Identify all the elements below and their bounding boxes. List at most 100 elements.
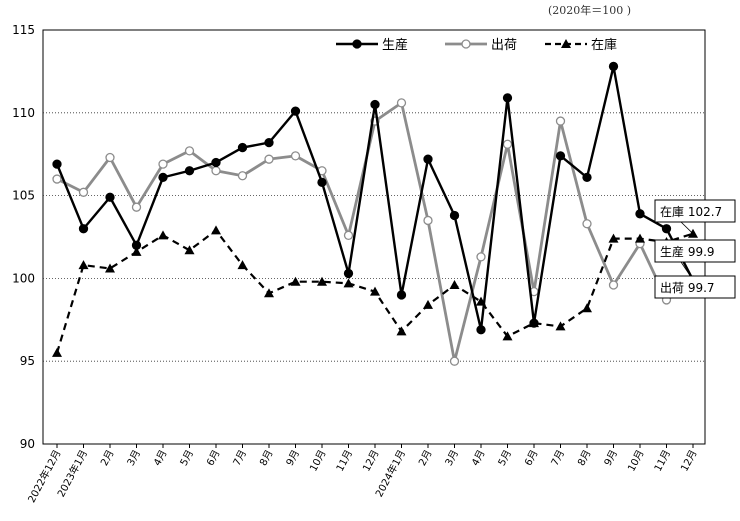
x-tick-label: 7月 xyxy=(231,448,249,468)
data-point-在庫 xyxy=(105,263,115,273)
data-point-在庫 xyxy=(211,225,221,235)
data-point-生産 xyxy=(449,210,460,221)
data-point-生産 xyxy=(317,177,327,188)
data-point-在庫 xyxy=(370,286,380,296)
y-tick-label: 115 xyxy=(12,23,35,37)
x-tick-label: 3月 xyxy=(125,448,143,468)
data-point-在庫 xyxy=(555,321,566,331)
annotation-leader xyxy=(680,221,694,234)
x-tick-label: 2022年12月 xyxy=(25,447,64,504)
plot-area xyxy=(42,29,706,445)
data-point-出荷 xyxy=(343,230,354,240)
y-tick-label: 110 xyxy=(12,106,35,120)
data-point-出荷 xyxy=(158,159,168,169)
x-tick-label: 6月 xyxy=(204,448,222,468)
data-point-在庫 xyxy=(343,278,354,288)
x-tick-label: 11月 xyxy=(652,448,673,474)
data-point-生産 xyxy=(423,154,433,164)
data-point-在庫 xyxy=(608,233,619,243)
data-point-在庫 xyxy=(582,303,592,313)
x-tick-label: 5月 xyxy=(178,448,196,468)
data-point-出荷 xyxy=(264,154,274,164)
data-point-生産 xyxy=(370,99,380,110)
y-tick-label: 105 xyxy=(12,189,35,203)
data-point-生産 xyxy=(661,224,672,234)
y-tick-label: 100 xyxy=(12,271,35,285)
annotation-box xyxy=(654,275,736,299)
legend-label-出荷: 出荷 xyxy=(491,38,517,53)
data-point-在庫 xyxy=(264,288,274,298)
x-tick-label: 9月 xyxy=(602,448,620,468)
x-tick-label: 5月 xyxy=(496,448,514,468)
data-point-生産 xyxy=(343,268,354,279)
data-point-在庫 xyxy=(158,230,168,240)
data-point-生産 xyxy=(635,209,645,219)
x-tick-label: 2月 xyxy=(98,448,116,468)
annotation-label: 出荷 99.7 xyxy=(660,281,715,295)
x-tick-label: 4月 xyxy=(469,448,487,468)
data-point-生産 xyxy=(476,325,486,335)
x-tick-label: 12月 xyxy=(678,448,699,474)
data-point-生産 xyxy=(78,224,89,234)
data-point-在庫 xyxy=(131,246,142,256)
data-point-在庫 xyxy=(290,276,301,286)
data-point-在庫 xyxy=(396,326,407,336)
legend-marker-出荷 xyxy=(461,39,471,49)
data-point-在庫 xyxy=(635,233,645,243)
legend-label-在庫: 在庫 xyxy=(591,38,617,53)
x-tick-label: 4月 xyxy=(151,448,169,468)
x-tick-label: 2月 xyxy=(416,448,434,468)
data-point-在庫 xyxy=(476,296,486,306)
data-point-生産 xyxy=(158,172,168,183)
x-tick-label: 8月 xyxy=(575,448,593,468)
data-point-生産 xyxy=(582,172,592,183)
x-tick-label: 9月 xyxy=(284,448,302,468)
data-point-在庫 xyxy=(423,299,433,309)
data-point-出荷 xyxy=(476,252,486,262)
data-point-生産 xyxy=(608,61,619,72)
x-tick-label: 6月 xyxy=(522,448,540,468)
data-point-在庫 xyxy=(502,331,513,341)
data-point-在庫 xyxy=(78,260,89,270)
annotation-label: 生産 99.9 xyxy=(660,244,715,259)
data-point-生産 xyxy=(264,137,274,148)
y-tick-label: 90 xyxy=(20,437,35,451)
x-tick-label: 8月 xyxy=(257,448,275,468)
annotation-label: 在庫 102.7 xyxy=(660,205,722,219)
data-point-出荷 xyxy=(608,280,619,290)
data-point-在庫 xyxy=(529,318,539,328)
x-tick-label: 3月 xyxy=(443,448,461,468)
data-point-出荷 xyxy=(131,202,142,212)
data-point-出荷 xyxy=(555,116,566,126)
data-point-生産 xyxy=(396,290,407,300)
data-point-出荷 xyxy=(105,152,115,163)
data-point-生産 xyxy=(184,166,195,176)
data-point-在庫 xyxy=(317,276,327,286)
data-point-出荷 xyxy=(211,166,221,176)
data-point-出荷 xyxy=(396,98,407,108)
data-point-在庫 xyxy=(52,347,62,357)
data-point-在庫 xyxy=(184,245,195,255)
data-point-生産 xyxy=(237,142,248,153)
x-tick-label: 10月 xyxy=(625,448,646,474)
data-point-出荷 xyxy=(502,139,513,149)
data-point-出荷 xyxy=(78,187,89,197)
data-point-出荷 xyxy=(237,171,248,181)
y-tick-label: 95 xyxy=(20,354,35,368)
legend-marker-生産 xyxy=(352,39,362,49)
data-point-生産 xyxy=(290,106,301,116)
data-point-出荷 xyxy=(423,215,433,226)
data-point-生産 xyxy=(555,151,566,161)
data-point-在庫 xyxy=(449,280,460,290)
data-point-生産 xyxy=(52,159,62,169)
x-tick-label: 11月 xyxy=(334,448,355,474)
data-point-在庫 xyxy=(237,260,248,270)
annotation-box xyxy=(654,199,736,223)
x-tick-label: 10月 xyxy=(307,448,328,474)
annotation-box xyxy=(654,239,736,263)
data-point-生産 xyxy=(211,157,221,168)
legend-label-生産: 生産 xyxy=(382,37,408,53)
data-point-出荷 xyxy=(449,356,460,366)
data-point-生産 xyxy=(502,93,513,103)
